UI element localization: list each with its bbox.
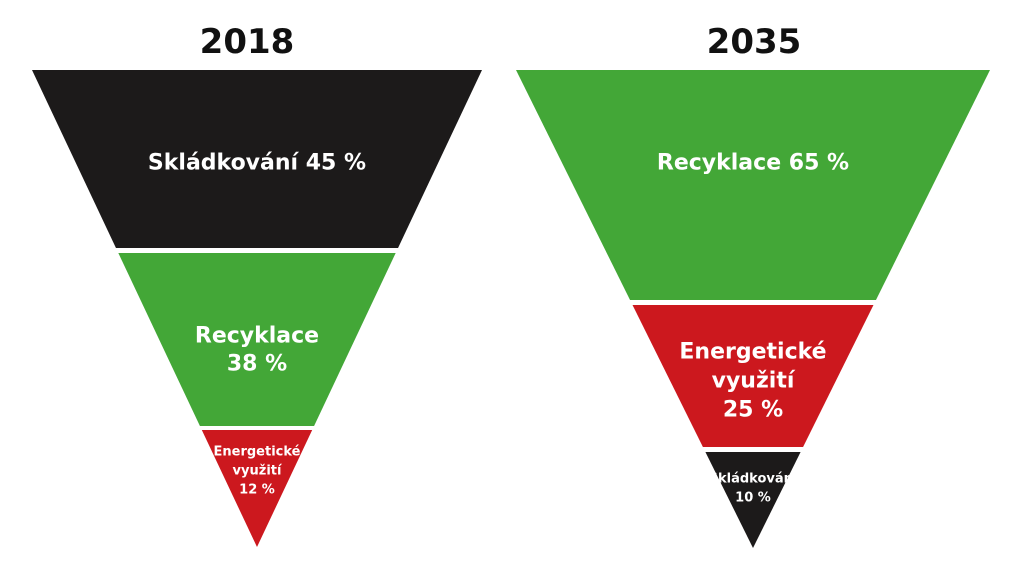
segment-label-left-landfill: Skládkování 45 % bbox=[148, 151, 366, 176]
segment-left-recycling bbox=[118, 253, 396, 426]
segment-right-recycling bbox=[516, 70, 990, 300]
segment-right-energy bbox=[632, 305, 874, 447]
segment-label-right-energy: využití bbox=[712, 369, 796, 394]
segment-label-right-landfill: Skládkování bbox=[709, 472, 799, 487]
year-2035-title: 2035 bbox=[706, 22, 802, 62]
segment-label-left-recycling: 38 % bbox=[227, 352, 287, 377]
segment-label-left-energy: využití bbox=[233, 464, 283, 479]
segment-label-right-energy: Energetické bbox=[679, 340, 826, 365]
segment-label-right-energy: 25 % bbox=[723, 398, 783, 423]
segment-left-landfill bbox=[32, 70, 482, 248]
segment-label-left-recycling: Recyklace bbox=[195, 324, 319, 349]
segment-left-energy bbox=[201, 430, 313, 547]
segment-label-left-energy: 12 % bbox=[239, 483, 275, 498]
segment-right-landfill bbox=[705, 452, 801, 548]
year-2018-title: 2018 bbox=[199, 22, 295, 62]
segment-label-left-energy: Energetické bbox=[214, 445, 301, 460]
segment-label-right-landfill: 10 % bbox=[735, 491, 771, 506]
segment-label-right-recycling: Recyklace 65 % bbox=[657, 151, 849, 176]
